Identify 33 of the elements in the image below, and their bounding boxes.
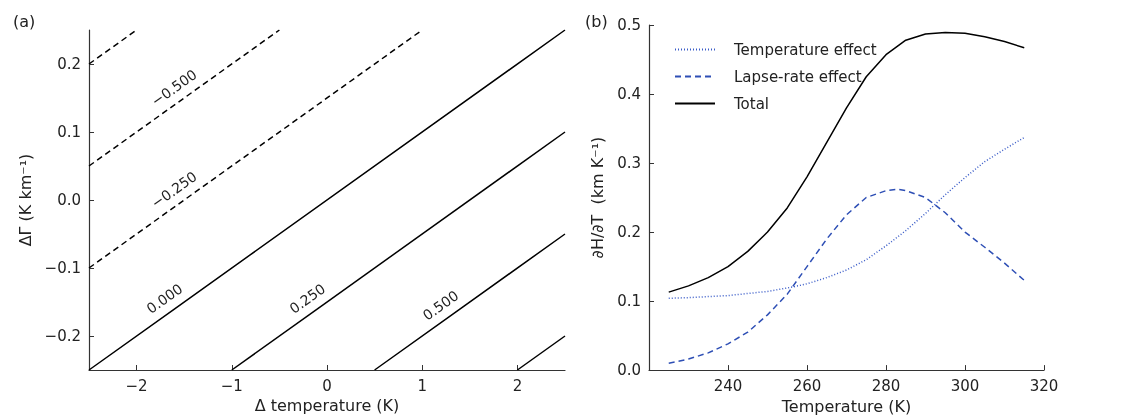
legend-label: Lapse-rate effect	[734, 67, 862, 86]
y-tick-label: 0.5	[617, 16, 641, 34]
legend-label: Total	[733, 94, 770, 113]
x-tick-label: 300	[950, 376, 980, 395]
line-series	[668, 188, 1025, 364]
chart-title: (a)	[13, 11, 36, 31]
line-series	[668, 136, 1025, 300]
y-axis-title: ∂H/∂T (km K⁻¹)	[587, 136, 607, 259]
x-tick-label: 260	[792, 376, 822, 395]
x-tick-label: 320	[1029, 376, 1059, 395]
y-tick-label: −0.1	[44, 259, 81, 277]
x-axis-title: Temperature (K)	[780, 396, 912, 416]
x-tick-label: 0	[322, 376, 332, 395]
x-tick-label: −1	[220, 376, 243, 395]
x-tick-label: 1	[417, 376, 427, 395]
y-axis-title: ΔΓ (K km⁻¹)	[16, 153, 36, 247]
x-tick-label: −2	[125, 376, 148, 395]
chart-title: (b)	[585, 11, 608, 31]
y-tick-label: 0.1	[617, 292, 641, 311]
y-tick-label: 0.4	[617, 85, 641, 104]
x-tick-label: 2	[512, 376, 523, 395]
y-tick-label: −0.2	[44, 327, 81, 345]
line-series	[668, 31, 1025, 293]
y-tick-label: 0.0	[57, 191, 81, 209]
y-tick-label: 0.0	[617, 361, 641, 380]
x-tick-label: 280	[871, 376, 901, 395]
y-tick-label: 0.2	[57, 55, 81, 73]
x-tick-label: 240	[713, 376, 743, 395]
x-axis-title: Δ temperature (K)	[254, 396, 400, 416]
y-tick-label: 0.1	[57, 123, 81, 141]
y-tick-label: 0.3	[617, 154, 641, 173]
y-tick-label: 0.2	[617, 223, 641, 242]
legend-label: Temperature effect	[733, 40, 877, 59]
